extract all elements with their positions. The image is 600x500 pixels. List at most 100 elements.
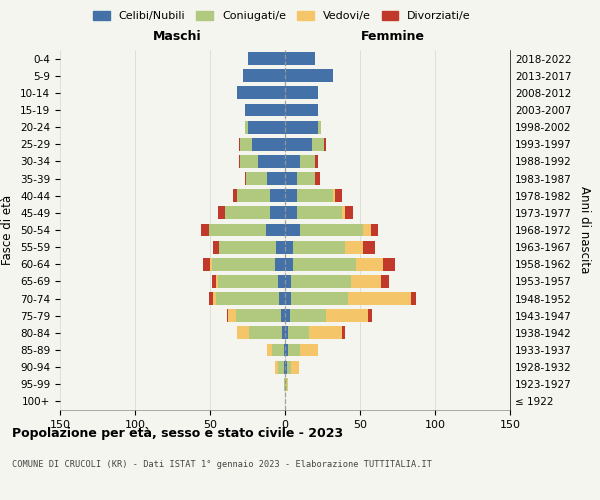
Bar bbox=[285, 360, 287, 374]
Bar bbox=[245, 172, 246, 185]
Bar bbox=[284, 378, 285, 390]
Bar bbox=[285, 104, 318, 117]
Bar bbox=[371, 224, 378, 236]
Bar bbox=[243, 70, 285, 82]
Bar bbox=[288, 326, 309, 340]
Bar bbox=[293, 240, 345, 254]
Bar bbox=[245, 104, 285, 117]
Bar bbox=[287, 360, 291, 374]
Bar bbox=[201, 224, 209, 236]
Bar bbox=[277, 360, 284, 374]
Bar bbox=[239, 155, 240, 168]
Bar bbox=[219, 240, 276, 254]
Bar bbox=[281, 310, 285, 322]
Legend: Celibi/Nubili, Coniugati/e, Vedovi/e, Divorziati/e: Celibi/Nubili, Coniugati/e, Vedovi/e, Di… bbox=[93, 10, 471, 21]
Bar bbox=[297, 206, 342, 220]
Bar bbox=[315, 155, 318, 168]
Bar bbox=[212, 275, 216, 288]
Y-axis label: Fasce di età: Fasce di età bbox=[1, 195, 14, 265]
Bar bbox=[285, 310, 290, 322]
Bar bbox=[342, 326, 345, 340]
Bar bbox=[381, 275, 389, 288]
Bar bbox=[285, 86, 318, 100]
Bar bbox=[333, 190, 335, 202]
Bar bbox=[233, 190, 237, 202]
Bar bbox=[270, 190, 285, 202]
Bar bbox=[312, 138, 324, 150]
Bar bbox=[240, 138, 252, 150]
Y-axis label: Anni di nascita: Anni di nascita bbox=[578, 186, 591, 274]
Bar bbox=[240, 155, 258, 168]
Bar bbox=[297, 172, 315, 185]
Bar bbox=[225, 206, 270, 220]
Bar bbox=[271, 344, 284, 356]
Text: Femmine: Femmine bbox=[361, 30, 425, 43]
Bar bbox=[209, 224, 265, 236]
Bar bbox=[209, 292, 213, 305]
Bar bbox=[411, 292, 415, 305]
Bar bbox=[237, 326, 249, 340]
Bar bbox=[248, 120, 285, 134]
Bar bbox=[267, 344, 271, 356]
Bar bbox=[285, 224, 300, 236]
Bar bbox=[325, 310, 367, 322]
Bar bbox=[345, 206, 353, 220]
Bar bbox=[291, 292, 348, 305]
Bar bbox=[285, 172, 297, 185]
Bar bbox=[348, 292, 411, 305]
Bar bbox=[363, 224, 371, 236]
Bar bbox=[287, 378, 288, 390]
Bar bbox=[275, 360, 277, 374]
Text: Popolazione per età, sesso e stato civile - 2023: Popolazione per età, sesso e stato civil… bbox=[12, 428, 343, 440]
Bar bbox=[293, 258, 355, 270]
Bar bbox=[284, 360, 285, 374]
Bar bbox=[248, 52, 285, 65]
Bar bbox=[282, 326, 285, 340]
Bar bbox=[275, 258, 285, 270]
Bar bbox=[285, 52, 315, 65]
Bar bbox=[245, 120, 248, 134]
Bar bbox=[279, 292, 285, 305]
Bar bbox=[288, 344, 300, 356]
Bar bbox=[213, 292, 216, 305]
Bar bbox=[270, 206, 285, 220]
Bar bbox=[252, 138, 285, 150]
Bar bbox=[351, 275, 381, 288]
Bar bbox=[285, 292, 291, 305]
Bar bbox=[383, 258, 395, 270]
Bar bbox=[291, 360, 299, 374]
Bar bbox=[285, 155, 300, 168]
Bar bbox=[342, 206, 345, 220]
Bar bbox=[237, 86, 285, 100]
Bar bbox=[318, 120, 321, 134]
Bar bbox=[212, 258, 275, 270]
Bar bbox=[285, 378, 287, 390]
Bar bbox=[363, 240, 375, 254]
Bar bbox=[367, 310, 372, 322]
Bar bbox=[246, 172, 267, 185]
Bar bbox=[315, 172, 320, 185]
Bar bbox=[345, 240, 363, 254]
Bar bbox=[237, 190, 270, 202]
Bar bbox=[355, 258, 383, 270]
Bar bbox=[285, 190, 297, 202]
Bar bbox=[285, 326, 288, 340]
Bar bbox=[297, 190, 333, 202]
Bar bbox=[285, 275, 291, 288]
Bar bbox=[285, 120, 318, 134]
Bar bbox=[300, 224, 363, 236]
Bar bbox=[284, 344, 285, 356]
Bar bbox=[265, 224, 285, 236]
Bar bbox=[218, 206, 225, 220]
Text: COMUNE DI CRUCOLI (KR) - Dati ISTAT 1° gennaio 2023 - Elaborazione TUTTITALIA.IT: COMUNE DI CRUCOLI (KR) - Dati ISTAT 1° g… bbox=[12, 460, 432, 469]
Bar bbox=[285, 206, 297, 220]
Bar bbox=[228, 310, 235, 322]
Bar bbox=[285, 138, 312, 150]
Bar bbox=[235, 310, 281, 322]
Bar bbox=[218, 275, 277, 288]
Bar bbox=[285, 258, 293, 270]
Bar bbox=[290, 310, 325, 322]
Bar bbox=[300, 344, 318, 356]
Text: Maschi: Maschi bbox=[152, 30, 202, 43]
Bar bbox=[239, 138, 240, 150]
